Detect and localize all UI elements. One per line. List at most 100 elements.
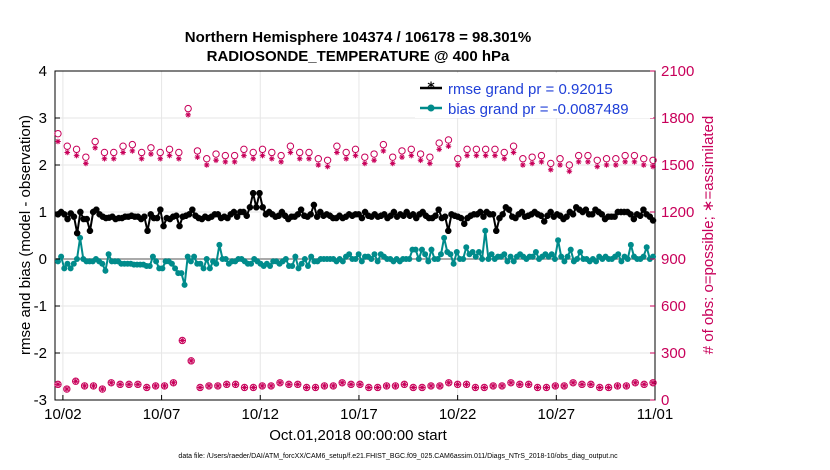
bias-point <box>593 258 600 265</box>
rmse-point <box>454 213 462 220</box>
x-tick-label: 10/22 <box>439 406 477 423</box>
bias-point <box>507 253 514 260</box>
obs-low-possible-point <box>445 379 453 387</box>
obs-low-assimilated-point <box>188 358 194 364</box>
obs-low-assimilated-point <box>419 384 425 391</box>
obs-low-assimilated-point <box>330 383 337 389</box>
y-right-tick-label: 1500 <box>661 157 694 174</box>
obs-low-possible-point <box>329 382 337 390</box>
obs-low-possible-point <box>400 380 409 389</box>
obs-low-assimilated-point <box>508 379 514 386</box>
obs-assimilated-point <box>194 154 201 160</box>
obs-possible-point <box>407 145 415 154</box>
rmse-point <box>192 212 199 219</box>
rmse-point <box>262 211 270 218</box>
rmse-point <box>224 214 231 222</box>
obs-low-possible-point <box>169 379 178 387</box>
rmse-point <box>109 213 116 220</box>
bias-point <box>339 258 346 265</box>
rmse-point <box>201 213 209 220</box>
obs-possible-point <box>379 140 388 149</box>
obs-possible-point <box>110 148 118 157</box>
bias-point <box>308 253 315 260</box>
rmse-point <box>445 227 452 234</box>
obs-assimilated-point <box>269 155 275 162</box>
rmse-point <box>89 208 97 216</box>
obs-possible-point <box>640 155 648 163</box>
bias-point <box>624 256 631 262</box>
obs-low-assimilated-point <box>259 383 266 389</box>
rmse-point <box>435 206 442 213</box>
rmse-point <box>265 208 273 216</box>
rmse-point <box>390 208 398 216</box>
obs-possible-point <box>361 153 369 161</box>
obs-low-possible-point <box>125 380 133 389</box>
obs-possible-point <box>63 142 71 150</box>
rmse-point <box>185 211 193 218</box>
rmse-point <box>515 211 522 218</box>
bias-point <box>178 270 185 277</box>
bias-point <box>422 251 429 258</box>
obs-assimilated-point <box>575 159 582 165</box>
obs-possible-point <box>454 155 462 163</box>
bias-point <box>73 256 80 262</box>
y-right-tick-label: 0 <box>661 392 669 409</box>
rmse-point <box>249 190 257 197</box>
rmse-point <box>176 222 183 230</box>
obs-assimilated-point <box>352 152 359 159</box>
rmse-point <box>416 211 423 218</box>
obs-low-possible-point <box>365 383 373 392</box>
rmse-point <box>630 215 638 223</box>
rmse-point <box>118 214 126 222</box>
rmse-point <box>355 211 362 218</box>
obs-low-assimilated-point <box>197 384 203 391</box>
bias-point <box>105 251 112 258</box>
obs-assimilated-point <box>473 152 480 159</box>
obs-assimilated-point <box>520 162 526 168</box>
obs-possible-point <box>565 161 574 169</box>
rmse-point <box>499 211 506 218</box>
obs-low-possible-point <box>63 385 71 393</box>
rmse-point <box>502 204 510 211</box>
bias-point <box>374 258 381 265</box>
rmse-point <box>134 213 142 220</box>
rmse-point <box>531 208 538 216</box>
bias-point <box>168 260 175 267</box>
obs-low-assimilated-point <box>579 381 585 388</box>
obs-possible-point <box>240 145 248 154</box>
obs-low-assimilated-point <box>490 383 496 389</box>
obs-possible-point <box>258 145 267 154</box>
legend-bias-marker <box>427 104 435 112</box>
obs-assimilated-point <box>585 159 591 165</box>
obs-low-possible-point <box>542 383 551 392</box>
obs-low-possible-point <box>480 383 488 392</box>
rmse-point <box>259 204 266 211</box>
rmse-point <box>294 211 302 218</box>
obs-assimilated-point <box>296 155 303 162</box>
bias-point <box>406 256 413 262</box>
rmse-point <box>269 211 276 218</box>
obs-low-assimilated-point <box>392 383 399 389</box>
rmse-point <box>643 211 650 218</box>
bias-point <box>358 258 365 265</box>
obs-assimilated-point <box>110 155 117 162</box>
rmse-point <box>547 208 554 216</box>
legend-bias-label: bias grand pr = -0.0087489 <box>448 101 629 118</box>
obs-assimilated-point <box>464 152 470 159</box>
rmse-point <box>413 214 420 222</box>
bias-point <box>355 251 362 258</box>
obs-low-assimilated-point <box>303 384 310 391</box>
obs-low-assimilated-point <box>401 381 408 388</box>
obs-low-possible-point <box>356 380 364 389</box>
obs-low-assimilated-point <box>72 378 79 384</box>
bias-point <box>99 260 106 267</box>
bias-point <box>450 260 457 267</box>
obs-low-possible-point <box>80 382 89 390</box>
obs-low-possible-point <box>631 379 639 387</box>
obs-low-possible-point <box>382 382 391 390</box>
obs-possible-point <box>82 153 90 161</box>
bias-point <box>184 253 191 260</box>
obs-low-assimilated-point <box>81 383 88 389</box>
rmse-point <box>518 208 526 216</box>
obs-assimilated-point <box>213 157 219 164</box>
